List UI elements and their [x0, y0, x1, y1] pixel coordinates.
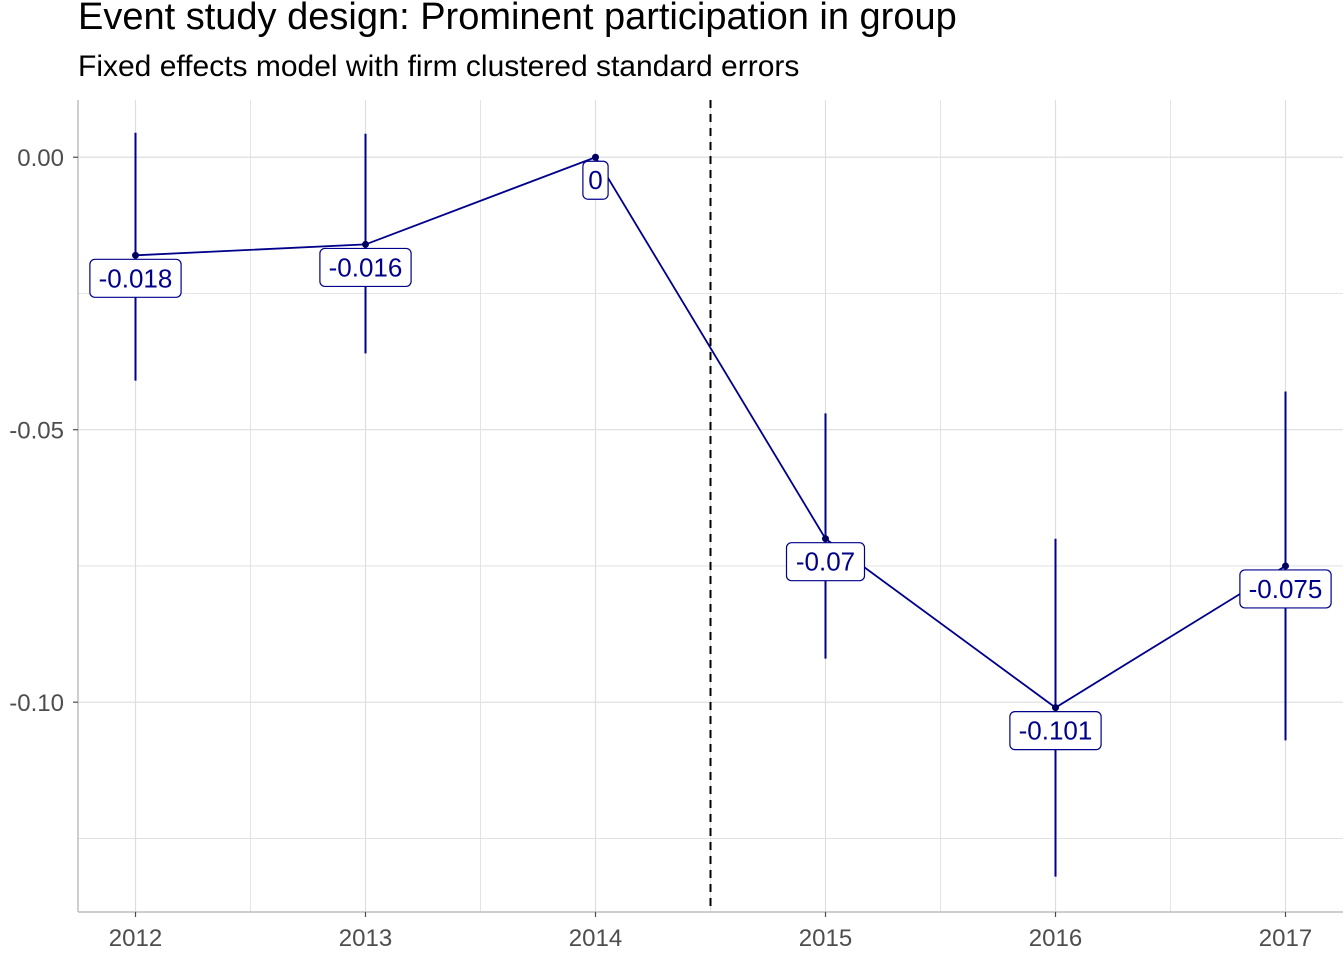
data-labels: -0.018 -0.016 0 -0.07 -0.101 -0.075 [89, 160, 1332, 751]
axes [77, 100, 1343, 913]
data-label: -0.101 [1019, 716, 1093, 746]
chart-title: Event study design: Prominent participat… [78, 0, 957, 38]
data-point [822, 535, 829, 543]
data-label: -0.07 [796, 547, 855, 577]
data-point [1052, 704, 1059, 712]
x-tick-label: 2012 [109, 925, 162, 952]
data-point [132, 251, 139, 259]
data-point [592, 153, 599, 161]
chart-subtitle: Fixed effects model with firm clustered … [78, 50, 800, 83]
data-label-box [319, 247, 412, 288]
x-tick-label: 2015 [799, 925, 852, 952]
x-tick-label: 2017 [1259, 925, 1312, 952]
data-label: -0.018 [99, 263, 173, 293]
estimate-line [135, 156, 1286, 709]
data-label-box [89, 258, 182, 298]
data-label-box [785, 542, 866, 582]
data-label: 0 [588, 165, 602, 195]
data-label: -0.075 [1249, 574, 1323, 604]
x-tick-label: 2013 [339, 925, 392, 952]
data-label-box [1239, 569, 1332, 609]
series-group [132, 132, 1289, 877]
data-label-box [1009, 711, 1102, 751]
tick-labels: 2012 2013 2014 2015 2016 2017 0.00 -0.05 -0.10 [9, 145, 1312, 952]
data-point [1282, 562, 1289, 570]
data-point [362, 240, 369, 248]
x-tick-label: 2016 [1029, 925, 1082, 952]
data-label: -0.016 [329, 252, 403, 282]
y-tick-label: -0.10 [9, 690, 64, 717]
y-tick-label: 0.00 [17, 145, 64, 172]
x-tick-label: 2014 [569, 925, 622, 952]
data-label-box [582, 160, 609, 200]
y-tick-label: -0.05 [9, 418, 64, 445]
